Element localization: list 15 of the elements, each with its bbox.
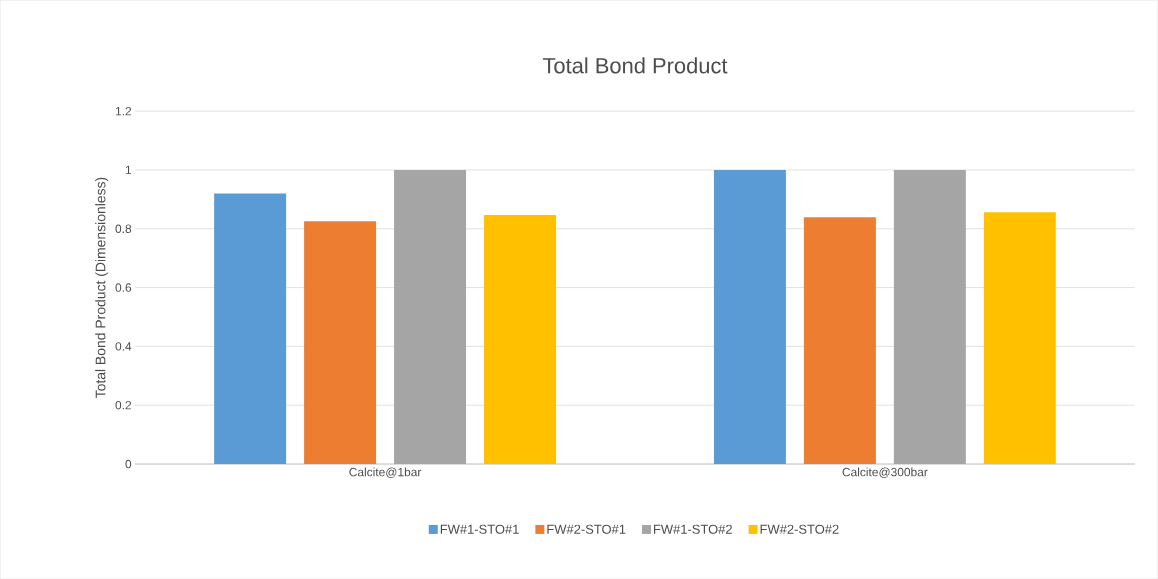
- y-tick-label: 0.2: [115, 400, 132, 410]
- y-tick-label: 0.8: [115, 224, 132, 233]
- chart-title: Total Bond Product: [542, 57, 728, 74]
- legend-label: FW#1-STO#2: [654, 524, 732, 534]
- y-tick-label: 1.2: [115, 106, 132, 116]
- legend-label: FW#1-STO#1: [440, 524, 519, 534]
- legend-label: FW#2-STO#1: [547, 524, 626, 534]
- y-axis-title: Total Bond Product (Dimensionless): [95, 177, 109, 398]
- y-tick-label: 0.4: [115, 342, 132, 351]
- y-tick-label: 0: [125, 459, 132, 469]
- x-tick-label: Calcite@300bar: [842, 467, 928, 478]
- legend-label: FW#2-STO#2: [760, 524, 839, 534]
- x-tick-label: Calcite@1bar: [349, 467, 422, 478]
- y-tick-label: 0.6: [115, 283, 132, 292]
- y-tick-label: 1: [125, 165, 132, 174]
